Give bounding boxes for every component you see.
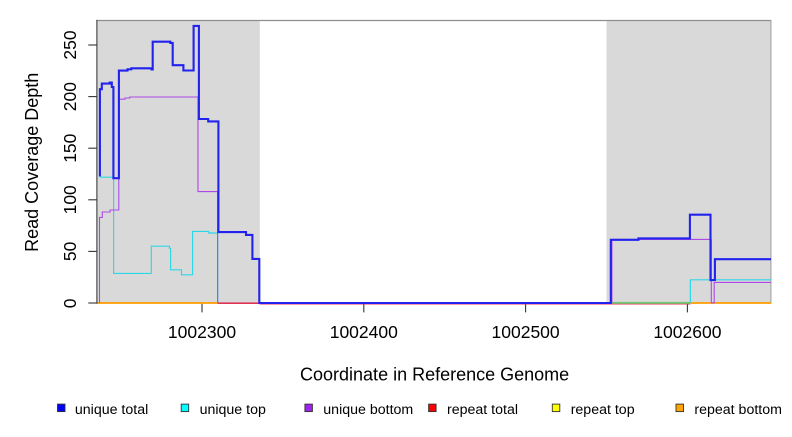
svg-text:repeat total: repeat total: [447, 402, 518, 418]
svg-text:repeat top: repeat top: [571, 402, 635, 418]
svg-text:0: 0: [60, 298, 80, 308]
svg-text:Coordinate in Reference Genome: Coordinate in Reference Genome: [300, 365, 569, 385]
svg-text:1002300: 1002300: [168, 322, 236, 342]
svg-text:repeat bottom: repeat bottom: [694, 402, 782, 418]
svg-text:1002400: 1002400: [330, 322, 398, 342]
svg-text:250: 250: [60, 30, 80, 59]
svg-text:1002500: 1002500: [492, 322, 560, 342]
svg-text:50: 50: [60, 241, 80, 261]
svg-text:1002600: 1002600: [653, 322, 721, 342]
svg-text:150: 150: [60, 133, 80, 162]
svg-text:200: 200: [60, 82, 80, 111]
svg-text:unique top: unique top: [200, 402, 266, 418]
svg-text:100: 100: [60, 185, 80, 214]
svg-text:unique total: unique total: [75, 402, 148, 418]
svg-text:Read Coverage Depth: Read Coverage Depth: [22, 73, 42, 252]
svg-text:unique bottom: unique bottom: [323, 402, 413, 418]
